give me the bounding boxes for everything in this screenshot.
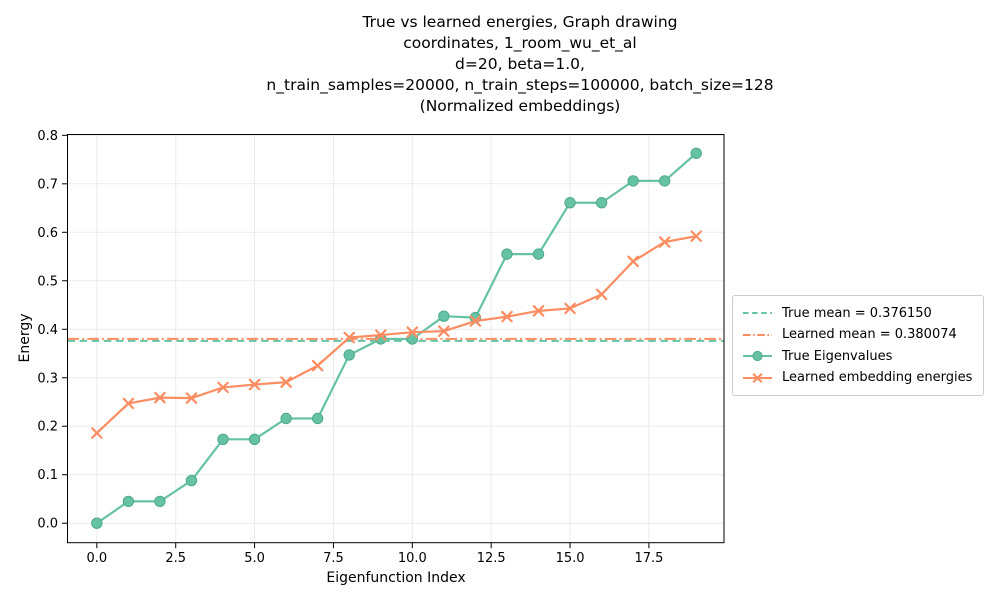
- true-eigenvalue-marker: [185, 474, 198, 487]
- learned-energy-marker: [248, 378, 261, 391]
- true-eigenvalue-marker: [280, 412, 292, 425]
- y-tick-label: 0.2: [37, 420, 58, 435]
- learned-energy-marker: [91, 427, 103, 439]
- y-tick-label: 0.0: [37, 517, 58, 532]
- x-tick-label: 2.5: [165, 551, 186, 566]
- x-tick-label: 0.0: [86, 551, 107, 566]
- true-eigenvalue-marker: [564, 197, 576, 209]
- true-eigenvalue-marker: [532, 248, 545, 260]
- plot-border: [67, 134, 725, 544]
- x-tick-label: 5.0: [244, 551, 265, 566]
- legend-item-learned-energies: Learned embedding energies: [742, 369, 972, 388]
- learned-energy-marker: [469, 315, 482, 327]
- learned-energy-marker: [406, 326, 419, 338]
- learned-energy-marker: [311, 359, 324, 372]
- true-eigenvalue-marker: [595, 197, 608, 209]
- learned-energy-marker: [501, 310, 513, 323]
- series-learned-embedding-energies: [91, 230, 703, 439]
- legend-line-learned-energies-icon: [743, 372, 772, 383]
- legend-line-learned-mean-icon: [743, 333, 772, 336]
- legend-item-true-eigenvalues: True Eigenvalues: [742, 347, 972, 366]
- true-eigenvalue-marker: [91, 517, 103, 529]
- learned-energy-marker: [627, 255, 639, 268]
- x-tick-label: 7.5: [323, 551, 344, 566]
- y-tick-label: 0.8: [37, 129, 58, 144]
- learned-energy-marker: [690, 230, 703, 242]
- axes-frame: [67, 134, 725, 544]
- legend-label: True mean = 0.376150: [782, 305, 932, 321]
- x-tick-label: 12.5: [477, 551, 506, 566]
- y-tick-label: 0.7: [37, 177, 58, 192]
- legend-label: Learned mean = 0.380074: [782, 327, 957, 343]
- learned-energy-marker: [217, 381, 229, 394]
- learned-energy-marker: [374, 329, 387, 341]
- true-eigenvalue-marker: [154, 495, 166, 508]
- legend-line-true-mean-icon: [743, 312, 772, 315]
- true-eigenvalue-marker: [406, 333, 419, 345]
- y-tick-label: 0.5: [37, 274, 58, 289]
- legend-item-true-mean: True mean = 0.376150: [742, 304, 972, 323]
- true-eigenvalue-marker: [311, 412, 324, 425]
- learned-energy-marker: [564, 302, 576, 315]
- legend-label: Learned embedding energies: [782, 370, 973, 386]
- learned-energy-marker: [185, 392, 198, 404]
- true-eigenvalue-marker: [501, 248, 513, 260]
- learned-energy-marker: [343, 331, 356, 344]
- chart-title-line: n_train_samples=20000, n_train_steps=100…: [266, 76, 774, 94]
- true-eigenvalue-marker: [343, 349, 355, 361]
- true-eigenvalue-marker: [627, 175, 639, 187]
- learned-energy-marker: [122, 397, 135, 410]
- series: [91, 147, 703, 529]
- x-axis-label: Eigenfunction Index: [326, 570, 466, 586]
- true-eigenvalue-marker: [438, 310, 450, 322]
- true-eigenvalue-marker: [122, 495, 135, 508]
- true-eigenvalue-marker: [248, 433, 261, 446]
- learned-energy-marker: [438, 325, 450, 338]
- true-eigenvalue-marker: [658, 175, 671, 187]
- learned-energy-marker: [154, 391, 166, 404]
- y-tick-label: 0.6: [37, 226, 58, 241]
- y-axis-label: Energy: [17, 313, 33, 363]
- legend-label: True Eigenvalues: [782, 348, 893, 364]
- chart-title-line: d=20, beta=1.0,: [455, 55, 585, 73]
- chart-title: True vs learned energies, Graph drawing …: [266, 12, 773, 117]
- legend-line-true-eigenvalues-icon: [743, 351, 772, 362]
- chart-title-line: (Normalized embeddings): [419, 97, 621, 115]
- legend-item-learned-mean: Learned mean = 0.380074: [742, 326, 972, 345]
- legend: True mean = 0.376150 Learned mean = 0.38…: [732, 295, 985, 396]
- true-eigenvalue-marker: [217, 433, 229, 446]
- series-line: [95, 235, 698, 435]
- y-tick-label: 0.4: [37, 323, 58, 338]
- x-tick-label: 15.0: [556, 551, 585, 566]
- learned-energy-marker: [658, 236, 671, 248]
- true-eigenvalue-marker: [690, 147, 702, 159]
- learned-energy-marker: [532, 305, 545, 317]
- y-tick-label: 0.1: [37, 468, 58, 483]
- x-tick-label: 17.5: [634, 551, 663, 566]
- chart-title-line: True vs learned energies, Graph drawing: [362, 13, 678, 31]
- learned-energy-marker: [280, 376, 292, 388]
- tick-marks-and-labels: 0.0 2.5 5.0 7.5 10.0 12.5 15.0 17.5 0.0 0.1 0.2 0.3…: [37, 129, 663, 566]
- y-tick-label: 0.3: [37, 371, 58, 386]
- x-tick-label: 10.0: [398, 551, 427, 566]
- learned-energy-marker: [595, 288, 608, 301]
- series-true-eigenvalues: [91, 147, 702, 529]
- chart-title-line: coordinates, 1_room_wu_et_al: [403, 34, 637, 52]
